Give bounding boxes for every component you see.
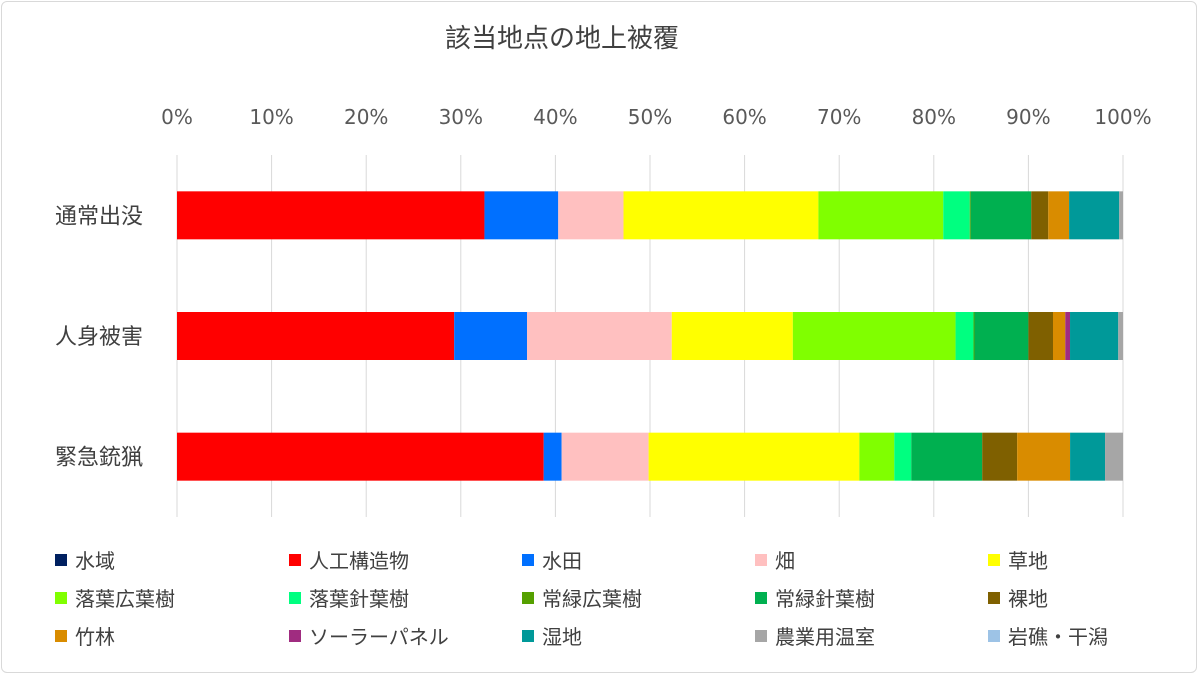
chart-title: 該当地点の地上被覆	[444, 24, 679, 54]
x-tick-label: 80%	[912, 105, 956, 129]
legend-item: 農業用温室	[755, 621, 875, 650]
bar-segment	[177, 432, 544, 481]
legend-item: 草地	[988, 545, 1048, 574]
x-tick-label: 40%	[533, 105, 577, 129]
bar-segment	[648, 432, 860, 481]
legend-item: 畑	[755, 545, 795, 574]
legend-label: ソーラーパネル	[309, 625, 449, 649]
legend-swatch	[755, 591, 767, 604]
bar-segment	[454, 312, 528, 360]
legend-swatch	[988, 629, 1000, 642]
bar-segment	[1070, 432, 1106, 481]
legend-label: 岩礁・干潟	[1008, 625, 1108, 649]
bar-segment	[982, 432, 1018, 481]
bar-segment	[911, 432, 983, 481]
x-tick-label: 90%	[1006, 105, 1050, 129]
bar-segment	[1052, 312, 1066, 360]
legend-swatch	[755, 553, 767, 566]
legend-swatch	[55, 629, 67, 642]
x-tick-label: 100%	[1094, 105, 1151, 129]
legend-label: 水域	[75, 549, 115, 573]
x-tick-label: 50%	[628, 105, 672, 129]
legend-item: 人工構造物	[289, 545, 409, 574]
legend-label: 畑	[775, 549, 795, 573]
legend-label: 人工構造物	[309, 549, 409, 573]
bar-segment	[1028, 312, 1053, 360]
bar-segment	[792, 312, 956, 360]
legend-swatch	[522, 629, 534, 642]
legend-swatch	[988, 591, 1000, 604]
bar-segment	[1070, 312, 1119, 360]
x-tick-label: 60%	[722, 105, 766, 129]
legend-label: 常緑広葉樹	[542, 587, 642, 611]
legend-swatch	[289, 591, 301, 604]
legend-swatch	[55, 553, 67, 566]
legend-item: ソーラーパネル	[289, 621, 449, 650]
x-tick-label: 30%	[439, 105, 483, 129]
bar-segment	[1119, 191, 1123, 240]
bar-segment	[1069, 191, 1120, 240]
legend-swatch	[522, 553, 534, 566]
bar-segment	[177, 312, 455, 360]
legend-swatch	[55, 591, 67, 604]
x-tick-label: 0%	[161, 105, 193, 129]
bar-segment	[1017, 432, 1071, 481]
category-label: 人身被害	[55, 325, 143, 350]
legend-item: 湿地	[522, 621, 582, 650]
bar-segment	[969, 191, 971, 240]
bar-segment	[177, 191, 485, 240]
legend-label: 裸地	[1008, 587, 1048, 611]
legend-item: 落葉広葉樹	[55, 583, 175, 612]
legend-item: 常緑針葉樹	[755, 583, 875, 612]
legend-swatch	[289, 629, 301, 642]
x-tick-label: 20%	[344, 105, 388, 129]
bar-segment	[543, 432, 562, 481]
x-tick-label: 70%	[817, 105, 861, 129]
legend-label: 水田	[542, 549, 582, 573]
bar-segment	[1105, 432, 1123, 481]
bar-segment	[973, 312, 975, 360]
legend-label: 落葉広葉樹	[75, 587, 175, 611]
legend-label: 湿地	[542, 625, 582, 649]
category-label: 緊急銃猟	[55, 446, 143, 471]
bar-segment	[955, 312, 974, 360]
legend-label: 草地	[1008, 549, 1048, 573]
legend-item: 竹林	[55, 621, 115, 650]
legend-label: 竹林	[75, 625, 115, 649]
bar-segment	[1118, 312, 1123, 360]
bar-segment	[558, 191, 624, 240]
legend-item: 岩礁・干潟	[988, 621, 1108, 650]
bar-segment	[527, 312, 672, 360]
category-label: 通常出没	[55, 204, 143, 229]
bar-segment	[818, 191, 944, 240]
legend-swatch	[289, 553, 301, 566]
legend-swatch	[988, 553, 1000, 566]
bar-segment	[671, 312, 793, 360]
legend-item: 水域	[55, 545, 115, 574]
bar-segment	[974, 312, 1029, 360]
legend-item: 落葉針葉樹	[289, 583, 409, 612]
legend-item: 水田	[522, 545, 582, 574]
bar-segment	[623, 191, 819, 240]
legend-label: 常緑針葉樹	[775, 587, 875, 611]
bar-segment	[1065, 312, 1071, 360]
bar-segment	[484, 191, 559, 240]
legend-label: 落葉針葉樹	[309, 587, 409, 611]
bar-segment	[859, 432, 895, 481]
bar-segment	[970, 191, 1032, 240]
legend-item: 常緑広葉樹	[522, 583, 642, 612]
legend-swatch	[755, 629, 767, 642]
bar-segment	[1048, 191, 1070, 240]
bar-segment	[894, 432, 912, 481]
bar-segment	[561, 432, 649, 481]
bar-segment	[1031, 191, 1049, 240]
legend-swatch	[522, 591, 534, 604]
x-tick-label: 10%	[249, 105, 293, 129]
bar-segment	[943, 191, 970, 240]
legend-item: 裸地	[988, 583, 1048, 612]
legend-label: 農業用温室	[775, 625, 875, 649]
